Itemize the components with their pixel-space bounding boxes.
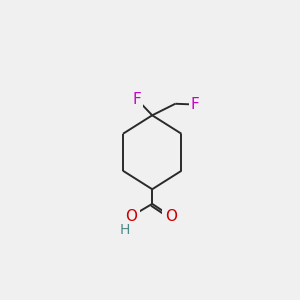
Text: F: F xyxy=(191,97,200,112)
Text: H: H xyxy=(120,223,130,237)
Text: F: F xyxy=(132,92,141,106)
Text: O: O xyxy=(165,209,177,224)
Text: O: O xyxy=(165,209,177,224)
Text: O: O xyxy=(125,209,137,224)
Text: H: H xyxy=(120,223,130,237)
Text: F: F xyxy=(132,92,141,106)
Text: O: O xyxy=(125,209,137,224)
Text: F: F xyxy=(191,97,200,112)
